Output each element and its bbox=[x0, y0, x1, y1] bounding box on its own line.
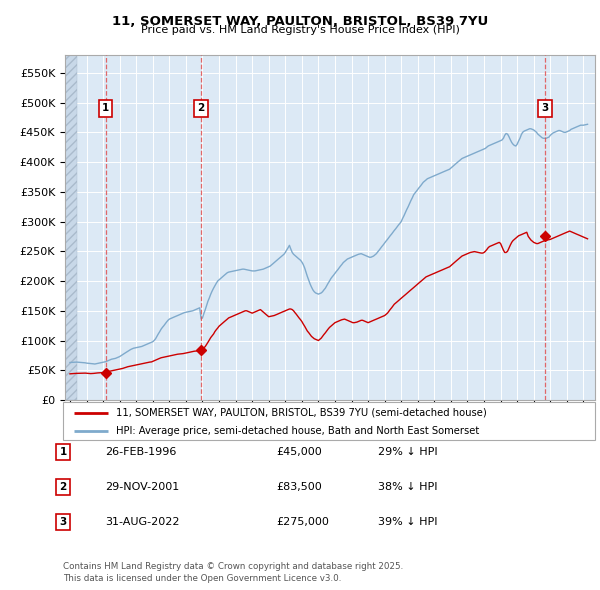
Text: 2: 2 bbox=[59, 482, 67, 492]
Text: 29-NOV-2001: 29-NOV-2001 bbox=[105, 482, 179, 492]
Text: 3: 3 bbox=[541, 103, 548, 113]
Text: £83,500: £83,500 bbox=[276, 482, 322, 492]
Text: £45,000: £45,000 bbox=[276, 447, 322, 457]
Text: 29% ↓ HPI: 29% ↓ HPI bbox=[378, 447, 437, 457]
Text: £275,000: £275,000 bbox=[276, 517, 329, 527]
Text: 2: 2 bbox=[197, 103, 205, 113]
Text: 39% ↓ HPI: 39% ↓ HPI bbox=[378, 517, 437, 527]
Text: 1: 1 bbox=[102, 103, 109, 113]
Text: Price paid vs. HM Land Registry's House Price Index (HPI): Price paid vs. HM Land Registry's House … bbox=[140, 25, 460, 35]
Text: 1: 1 bbox=[59, 447, 67, 457]
Text: HPI: Average price, semi-detached house, Bath and North East Somerset: HPI: Average price, semi-detached house,… bbox=[116, 425, 479, 435]
Text: 11, SOMERSET WAY, PAULTON, BRISTOL, BS39 7YU: 11, SOMERSET WAY, PAULTON, BRISTOL, BS39… bbox=[112, 15, 488, 28]
FancyBboxPatch shape bbox=[63, 402, 595, 440]
Text: Contains HM Land Registry data © Crown copyright and database right 2025.
This d: Contains HM Land Registry data © Crown c… bbox=[63, 562, 403, 583]
Text: 3: 3 bbox=[59, 517, 67, 527]
Text: 31-AUG-2022: 31-AUG-2022 bbox=[105, 517, 179, 527]
Text: 11, SOMERSET WAY, PAULTON, BRISTOL, BS39 7YU (semi-detached house): 11, SOMERSET WAY, PAULTON, BRISTOL, BS39… bbox=[116, 408, 487, 418]
Text: 38% ↓ HPI: 38% ↓ HPI bbox=[378, 482, 437, 492]
Text: 26-FEB-1996: 26-FEB-1996 bbox=[105, 447, 176, 457]
